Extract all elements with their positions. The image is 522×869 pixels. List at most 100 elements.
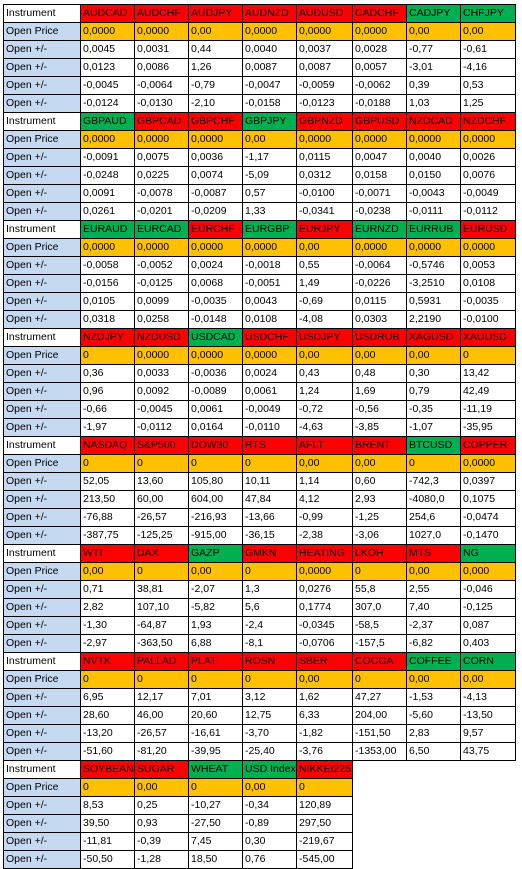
open-delta-row: Open +/- -0,0091 0,0075 0,0036 -1,17 0,0115 0,… — [3, 148, 516, 167]
open-delta-cell: -0,0071 — [352, 184, 407, 203]
open-delta-cell: 254,6 — [406, 508, 461, 527]
open-delta-cell: 107,10 — [134, 598, 189, 617]
open-delta-cell: -11,19 — [460, 400, 516, 419]
open-delta-cell: 39,50 — [80, 814, 135, 833]
open-delta-cell: 213,50 — [80, 490, 135, 509]
open-delta-cell: -26,57 — [134, 508, 189, 527]
open-price-label: Open Price — [3, 778, 81, 797]
open-delta-cell: 0,79 — [406, 382, 461, 401]
open-delta-row: Open +/- 6,95 12,17 7,01 3,12 1,62 47,27 -1,53-… — [3, 688, 516, 707]
open-delta-cell: -3,01 — [406, 58, 461, 77]
open-delta-cell: 18,50 — [188, 850, 243, 869]
empty-cell — [406, 850, 461, 869]
open-price-cell: 0 — [188, 454, 243, 473]
open-delta-label: Open +/- — [3, 364, 81, 383]
instrument-name-cell: AFLT — [296, 436, 353, 455]
open-delta-cell: -0,1470 — [460, 526, 516, 545]
open-price-cell: 0,00 — [460, 22, 516, 41]
instrument-name-cell: PLAT — [188, 652, 243, 671]
instrument-label: Instrument — [3, 652, 81, 671]
open-delta-label: Open +/- — [3, 472, 81, 491]
open-delta-cell: 0,0040 — [242, 40, 297, 59]
open-delta-label: Open +/- — [3, 256, 81, 275]
open-delta-row: Open +/- -0,0045 -0,0064 -0,79 -0,0047 -0,005… — [3, 76, 516, 95]
open-price-label: Open Price — [3, 562, 81, 581]
open-delta-cell: 0,0028 — [352, 40, 407, 59]
instrument-name-cell: NIKKEI225 — [296, 760, 353, 779]
empty-cell — [460, 796, 516, 815]
open-delta-cell: 0,0068 — [188, 274, 243, 293]
open-delta-cell: 8,53 — [80, 796, 135, 815]
spreadsheet-body: Instrument AUDCAD AUDCHF AUDJPY AUDNZD AUDUSD… — [3, 4, 516, 869]
open-delta-cell: -2,10 — [188, 94, 243, 113]
open-delta-cell: -0,0345 — [296, 616, 353, 635]
open-delta-cell: -0,0188 — [352, 94, 407, 113]
open-delta-cell: 0,0087 — [242, 58, 297, 77]
empty-cell — [406, 778, 461, 797]
open-delta-cell: -0,0035 — [460, 292, 516, 311]
open-delta-cell: -64,87 — [134, 616, 189, 635]
open-delta-cell: -2,97 — [80, 634, 135, 653]
open-price-label: Open Price — [3, 670, 81, 689]
open-delta-cell: 0,0043 — [242, 292, 297, 311]
instrument-name-cell: EURGBP — [242, 220, 297, 239]
open-delta-cell: 3,12 — [242, 688, 297, 707]
instrument-name-cell: USDJPY — [296, 328, 353, 347]
open-delta-cell: 0,0091 — [80, 184, 135, 203]
open-delta-cell: 7,01 — [188, 688, 243, 707]
open-delta-cell: 9,57 — [460, 724, 516, 743]
open-delta-cell: -0,0130 — [134, 94, 189, 113]
open-delta-cell: 120,89 — [296, 796, 353, 815]
open-delta-cell: 0,0312 — [296, 166, 353, 185]
instrument-name-cell: SBER — [296, 652, 353, 671]
open-delta-label: Open +/- — [3, 382, 81, 401]
instrument-label: Instrument — [3, 436, 81, 455]
open-price-row: Open Price 0 0 0 0 0,00 0 0,00 0,00 — [3, 670, 516, 689]
open-delta-label: Open +/- — [3, 526, 81, 545]
open-price-label: Open Price — [3, 346, 81, 365]
quotes-spreadsheet: Instrument AUDCAD AUDCHF AUDJPY AUDNZD AUDUSD… — [3, 4, 516, 869]
open-delta-row: Open +/- 0,0261 -0,0201 -0,0209 1,33 -0,0341-… — [3, 202, 516, 221]
open-price-cell: 0,0000 — [460, 238, 516, 257]
instrument-header-row: Instrument GBPAUD GBPCAD GBPCHF GBPJPY GBPNZD… — [3, 112, 516, 131]
instrument-name-cell: COCOA — [352, 652, 407, 671]
open-delta-cell: -3,2510 — [406, 274, 461, 293]
open-delta-cell: -3,76 — [296, 742, 353, 761]
open-delta-cell: -0,0043 — [406, 184, 461, 203]
open-delta-row: Open +/- 0,96 0,0092 -0,0089 0,0061 1,24 1,69 0… — [3, 382, 516, 401]
open-delta-cell: 1,69 — [352, 382, 407, 401]
open-delta-cell: -0,0111 — [406, 202, 461, 221]
open-delta-cell: 105,80 — [188, 472, 243, 491]
open-delta-cell: -0,0341 — [296, 202, 353, 221]
open-delta-cell: -0,125 — [460, 598, 516, 617]
instrument-name-cell: WTI — [80, 544, 135, 563]
open-price-row: Open Price 0 0,00 0 0,00 0 — [3, 778, 516, 797]
open-delta-label: Open +/- — [3, 76, 81, 95]
open-delta-cell: 20,60 — [188, 706, 243, 725]
open-price-cell: 0 — [460, 346, 516, 365]
open-price-cell: 0,0000 — [80, 130, 135, 149]
open-price-cell: 0 — [242, 454, 297, 473]
open-delta-cell: -1,17 — [242, 148, 297, 167]
open-delta-cell: 47,84 — [242, 490, 297, 509]
open-delta-cell: 6,88 — [188, 634, 243, 653]
open-delta-cell: -0,0045 — [80, 76, 135, 95]
open-delta-cell: 2,82 — [80, 598, 135, 617]
open-delta-cell: 0,1774 — [296, 598, 353, 617]
open-delta-cell: -16,61 — [188, 724, 243, 743]
open-delta-cell: -81,20 — [134, 742, 189, 761]
instrument-name-cell: AUDJPY — [188, 4, 243, 23]
open-delta-cell: 0,0115 — [352, 292, 407, 311]
instrument-name-cell: NVTK — [80, 652, 135, 671]
instrument-name-cell: CHFJPY — [460, 4, 516, 23]
open-delta-cell: 2,83 — [406, 724, 461, 743]
open-delta-cell: 0,76 — [242, 850, 297, 869]
open-delta-cell: -0,0148 — [188, 310, 243, 329]
open-delta-cell: -0,0089 — [188, 382, 243, 401]
instrument-name-cell: GBPNZD — [296, 112, 353, 131]
instrument-name-cell: GBPUSD — [352, 112, 407, 131]
open-delta-cell: -5,82 — [188, 598, 243, 617]
open-delta-cell: 0,0276 — [296, 580, 353, 599]
open-delta-label: Open +/- — [3, 274, 81, 293]
open-delta-cell: -0,0047 — [242, 76, 297, 95]
